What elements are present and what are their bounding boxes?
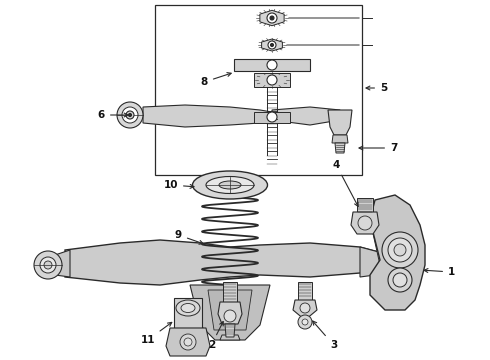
Ellipse shape (34, 251, 62, 279)
Polygon shape (166, 328, 210, 356)
Ellipse shape (40, 257, 56, 273)
Circle shape (298, 315, 312, 329)
Circle shape (180, 334, 196, 350)
Circle shape (184, 338, 192, 346)
Circle shape (267, 60, 277, 70)
Circle shape (382, 232, 418, 268)
Ellipse shape (206, 176, 254, 194)
Circle shape (302, 319, 308, 325)
Circle shape (388, 268, 412, 292)
Circle shape (224, 310, 236, 322)
Polygon shape (208, 290, 252, 330)
Polygon shape (218, 302, 242, 324)
Text: 10: 10 (164, 180, 194, 190)
Circle shape (126, 111, 134, 119)
Polygon shape (143, 105, 272, 127)
Polygon shape (335, 143, 345, 153)
Polygon shape (357, 198, 373, 212)
Polygon shape (55, 250, 70, 277)
Polygon shape (254, 112, 290, 123)
Text: 1: 1 (424, 267, 455, 277)
Text: 11: 11 (141, 323, 172, 345)
Circle shape (270, 16, 274, 20)
Ellipse shape (181, 303, 195, 312)
Circle shape (267, 13, 277, 23)
Circle shape (388, 238, 412, 262)
Circle shape (393, 273, 407, 287)
Ellipse shape (117, 102, 143, 128)
Polygon shape (190, 285, 270, 340)
Ellipse shape (176, 300, 200, 316)
Polygon shape (360, 247, 405, 280)
Polygon shape (370, 195, 425, 310)
Polygon shape (174, 298, 202, 328)
Polygon shape (298, 282, 312, 300)
Polygon shape (262, 39, 282, 51)
Polygon shape (223, 282, 237, 302)
Polygon shape (220, 335, 240, 340)
Circle shape (268, 41, 276, 49)
Text: 9: 9 (175, 230, 203, 244)
Polygon shape (293, 300, 317, 320)
Text: 8: 8 (201, 73, 231, 87)
Polygon shape (328, 110, 352, 135)
Polygon shape (234, 59, 310, 71)
Ellipse shape (219, 181, 241, 189)
Text: 3: 3 (313, 321, 337, 350)
Polygon shape (65, 240, 390, 285)
Polygon shape (351, 212, 379, 234)
Circle shape (394, 244, 406, 256)
Circle shape (358, 216, 372, 230)
Text: 5: 5 (366, 83, 387, 93)
Text: 2: 2 (208, 321, 223, 350)
Text: 7: 7 (359, 143, 397, 153)
Text: 4: 4 (333, 160, 358, 206)
Circle shape (267, 112, 277, 122)
Bar (155, 5, 362, 175)
Circle shape (128, 113, 131, 117)
Ellipse shape (122, 107, 138, 123)
Text: 6: 6 (98, 110, 128, 120)
Polygon shape (370, 220, 395, 265)
Ellipse shape (44, 261, 52, 269)
Polygon shape (332, 135, 348, 143)
Polygon shape (254, 73, 290, 87)
Polygon shape (225, 324, 235, 337)
Circle shape (270, 44, 273, 46)
Circle shape (267, 75, 277, 85)
Ellipse shape (193, 171, 268, 199)
Circle shape (300, 303, 310, 313)
Polygon shape (272, 107, 340, 125)
Polygon shape (260, 10, 284, 26)
